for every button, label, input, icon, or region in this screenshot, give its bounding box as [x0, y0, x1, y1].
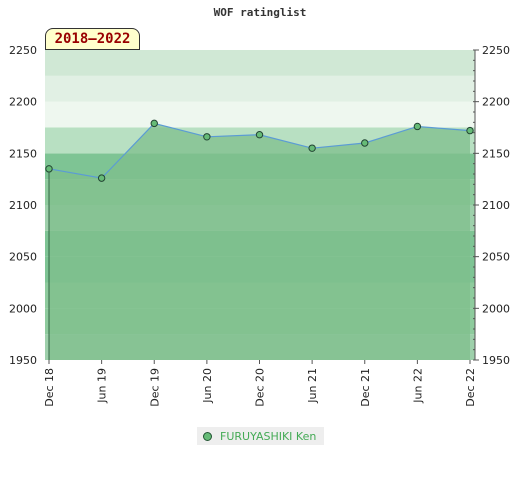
y-tick-label-right: 2150: [482, 147, 510, 160]
y-tick-label-right: 1950: [482, 354, 510, 367]
rating-band: [45, 75, 475, 102]
x-tick-label: Jun 19: [96, 368, 109, 404]
y-tick-label-right: 2250: [482, 44, 510, 57]
x-tick-label: Dec 19: [148, 368, 161, 407]
x-tick-label: Jun 21: [306, 368, 319, 404]
axes: 1950 1950 2000 2000 2050 2050 2100 2100 2150 2150…: [9, 44, 510, 407]
legend: FURUYASHIKI Ken: [197, 427, 325, 445]
data-point: [255, 131, 264, 139]
rating-band: [45, 101, 475, 128]
y-tick-label-right: 2050: [482, 251, 510, 264]
data-point: [97, 174, 106, 182]
y-tick-label-left: 2050: [9, 251, 37, 264]
x-tick-label: Jun 20: [201, 368, 214, 404]
legend-marker: [203, 431, 212, 441]
y-tick-label-right: 2200: [482, 96, 510, 109]
y-tick-label-left: 2000: [9, 302, 37, 315]
y-tick-label-left: 2250: [9, 44, 37, 57]
data-point: [466, 126, 474, 135]
y-tick-label-right: 2000: [482, 302, 510, 315]
data-point: [203, 133, 211, 141]
chart-title: WOF ratinglist: [213, 6, 307, 19]
series-area-fill: [49, 123, 470, 360]
x-tick-label: Jun 22: [411, 368, 424, 404]
y-tick-label-right: 2100: [482, 199, 510, 212]
x-tick-label: Dec 20: [254, 368, 267, 407]
data-point: [413, 122, 422, 131]
y-tick-label-left: 2100: [9, 199, 37, 212]
data-point: [308, 144, 316, 152]
data-point: [150, 119, 158, 128]
y-tick-label-left: 1950: [9, 354, 37, 367]
x-tick-label: Dec 21: [359, 368, 372, 407]
date-range-badge: 2018–2022: [45, 28, 140, 50]
y-tick-label-left: 2150: [9, 147, 37, 160]
series-markers: [45, 119, 474, 182]
data-point: [361, 139, 369, 147]
rating-band: [45, 50, 475, 76]
legend-series-label: FURUYASHIKI Ken: [220, 429, 317, 443]
x-tick-label: Dec 18: [43, 368, 56, 407]
data-point: [45, 165, 53, 173]
y-tick-label-left: 2200: [9, 96, 37, 109]
x-tick-label: Dec 22: [464, 368, 477, 407]
